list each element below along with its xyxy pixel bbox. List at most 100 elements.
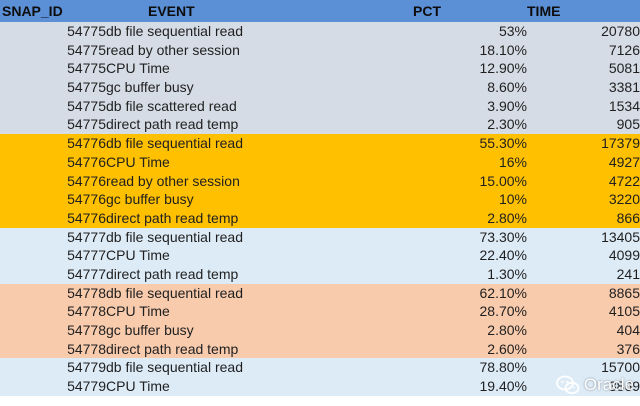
event-cell: CPU Time <box>106 153 170 170</box>
event-cell: db file sequential read <box>106 359 243 376</box>
time-cell: 4099 <box>608 247 640 264</box>
watermark: Oracle <box>556 372 634 398</box>
pct-cell: 15.00% <box>479 172 527 189</box>
snap-id-cell: 54775 <box>67 23 106 39</box>
header-time: TIME <box>527 3 561 19</box>
header-event: EVENT <box>148 3 195 19</box>
table-row: 54776 CPU Time 16% 4927 <box>0 152 640 172</box>
event-cell: CPU Time <box>106 247 170 264</box>
snap-id-cell: 54778 <box>67 303 106 320</box>
time-cell: 20780 <box>601 23 640 39</box>
time-cell: 15700 <box>601 359 640 376</box>
table-header-row: SNAP_ID EVENT PCT TIME <box>0 0 640 22</box>
time-cell: 7126 <box>608 41 640 58</box>
table-row: 54779 CPU Time 19.40% 3869 <box>0 377 640 396</box>
time-cell: 4105 <box>608 303 640 320</box>
snap-id-cell: 54775 <box>67 97 106 114</box>
snap-id-cell: 54776 <box>67 135 106 152</box>
snap-id-cell: 54777 <box>67 265 106 282</box>
event-cell: read by other session <box>106 41 240 58</box>
event-cell: gc buffer busy <box>106 191 194 208</box>
pct-cell: 16% <box>498 153 527 170</box>
event-cell: direct path read temp <box>106 209 239 226</box>
snap-id-cell: 54775 <box>67 79 106 96</box>
table-body: 54775 db file sequential read 53% 20780 5477… <box>0 22 640 396</box>
table-row: 54776 gc buffer busy 10% 3220 <box>0 190 640 209</box>
pct-cell: 18.10% <box>479 41 527 58</box>
header-pct: PCT <box>413 3 441 19</box>
table-row: 54776 db file sequential read 55.30% 17379 <box>0 134 640 153</box>
event-cell: db file sequential read <box>106 228 243 245</box>
event-cell: direct path read temp <box>106 265 239 282</box>
pct-cell: 28.70% <box>479 303 527 320</box>
event-cell: direct path read temp <box>106 340 239 357</box>
header-snap-id: SNAP_ID <box>2 3 63 19</box>
pct-cell: 53% <box>498 23 527 39</box>
awr-event-table: SNAP_ID EVENT PCT TIME 54775 db file sequ… <box>0 0 640 396</box>
table-row: 54778 gc buffer busy 2.80% 404 <box>0 321 640 340</box>
time-cell: 866 <box>616 209 640 226</box>
time-cell: 4722 <box>608 172 640 189</box>
event-cell: CPU Time <box>106 60 170 77</box>
table-row: 54775 gc buffer busy 8.60% 3381 <box>0 78 640 97</box>
pct-cell: 8.60% <box>487 79 527 96</box>
table-row: 54775 direct path read temp 2.30% 905 <box>0 115 640 135</box>
pct-cell: 62.10% <box>479 284 527 301</box>
time-cell: 376 <box>616 340 640 357</box>
event-cell: CPU Time <box>106 303 170 320</box>
time-cell: 5081 <box>608 60 640 77</box>
table-row: 54775 db file scattered read 3.90% 1534 <box>0 96 640 116</box>
snap-id-cell: 54776 <box>67 191 106 208</box>
table-row: 54778 db file sequential read 62.10% 8865 <box>0 283 640 303</box>
wechat-icon <box>556 374 580 396</box>
snap-id-cell: 54778 <box>67 284 106 301</box>
snap-id-cell: 54779 <box>67 378 106 395</box>
event-cell: db file scattered read <box>106 97 237 114</box>
snap-id-cell: 54775 <box>67 60 106 77</box>
event-cell: read by other session <box>106 172 240 189</box>
time-cell: 1534 <box>608 97 640 114</box>
table-row: 54776 read by other session 15.00% 4722 <box>0 171 640 191</box>
table-row: 54778 CPU Time 28.70% 4105 <box>0 302 640 321</box>
snap-id-cell: 54778 <box>67 340 106 357</box>
snap-id-cell: 54778 <box>67 322 106 338</box>
pct-cell: 2.60% <box>487 340 527 357</box>
watermark-text: Oracle <box>583 375 634 394</box>
pct-cell: 73.30% <box>479 228 527 245</box>
snap-id-cell: 54776 <box>67 172 106 189</box>
time-cell: 905 <box>616 116 640 133</box>
snap-id-cell: 54776 <box>67 209 106 226</box>
event-cell: CPU Time <box>106 378 170 395</box>
time-cell: 8865 <box>608 284 640 301</box>
pct-cell: 22.40% <box>479 247 527 264</box>
table-row: 54778 direct path read temp 2.60% 376 <box>0 339 640 359</box>
table-row: 54779 db file sequential read 78.80% 15700 <box>0 358 640 378</box>
time-cell: 4927 <box>608 153 640 170</box>
time-cell: 404 <box>616 322 640 338</box>
table-row: 54776 direct path read temp 2.80% 866 <box>0 208 640 228</box>
pct-cell: 2.80% <box>487 322 527 338</box>
pct-cell: 2.80% <box>487 209 527 226</box>
snap-id-cell: 54775 <box>67 116 106 133</box>
event-cell: db file sequential read <box>106 135 243 152</box>
event-cell: gc buffer busy <box>106 322 194 338</box>
time-cell: 3869 <box>608 378 640 395</box>
table-row: 54775 CPU Time 12.90% 5081 <box>0 59 640 79</box>
event-cell: db file sequential read <box>106 284 243 301</box>
time-cell: 241 <box>616 265 640 282</box>
time-cell: 17379 <box>601 135 640 152</box>
table-row: 54777 direct path read temp 1.30% 241 <box>0 264 640 284</box>
pct-cell: 12.90% <box>479 60 527 77</box>
pct-cell: 3.90% <box>487 97 527 114</box>
snap-id-cell: 54776 <box>67 153 106 170</box>
pct-cell: 10% <box>498 191 527 208</box>
pct-cell: 19.40% <box>479 378 527 395</box>
time-cell: 13405 <box>601 228 640 245</box>
snap-id-cell: 54777 <box>67 228 106 245</box>
event-cell: gc buffer busy <box>106 79 194 96</box>
table-row: 54777 CPU Time 22.40% 4099 <box>0 246 640 265</box>
snap-id-cell: 54779 <box>67 359 106 376</box>
table-row: 54775 db file sequential read 53% 20780 <box>0 22 640 41</box>
snap-id-cell: 54775 <box>67 41 106 58</box>
snap-id-cell: 54777 <box>67 247 106 264</box>
